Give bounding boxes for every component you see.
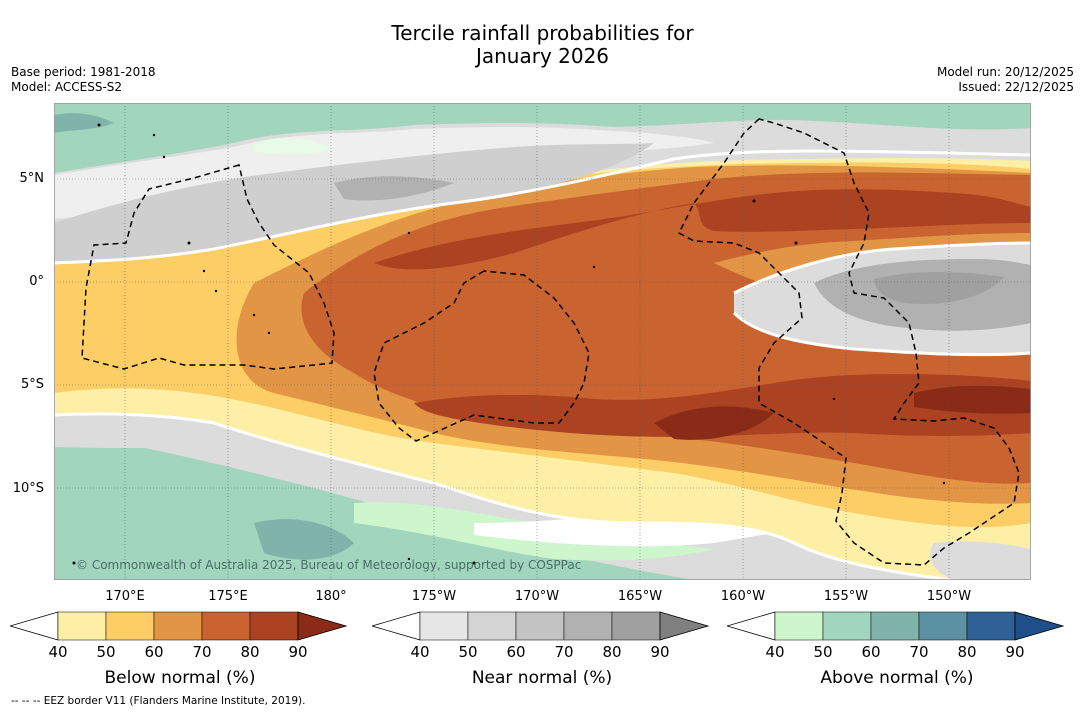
near-normal-south bbox=[54, 420, 234, 449]
below-normal-90plus-east bbox=[914, 385, 1031, 414]
colorbar-extend-low bbox=[10, 611, 59, 641]
colorbar-tick-label: 70 bbox=[554, 643, 574, 661]
title-line-1: Tercile rainfall probabilities for bbox=[391, 21, 694, 45]
colorbar-segment bbox=[467, 611, 517, 641]
lat-label-5n: 5°N bbox=[19, 171, 45, 186]
title-line-2: January 2026 bbox=[475, 44, 610, 68]
copyright-text: © Commonwealth of Australia 2025, Bureau… bbox=[76, 558, 582, 572]
colorbar-tick-label: 90 bbox=[1005, 643, 1025, 661]
colorbar-extend-high bbox=[297, 611, 348, 641]
below-normal-80-90-south bbox=[414, 373, 1031, 437]
colorbar-segment bbox=[918, 611, 968, 641]
lon-label-170e: 170°E bbox=[105, 589, 145, 604]
colorbar-near-normal bbox=[372, 611, 710, 641]
colorbar-segment bbox=[611, 611, 661, 641]
graticule bbox=[54, 103, 1031, 580]
chart-title: Tercile rainfall probabilities for Janua… bbox=[0, 22, 1085, 68]
colorbar-segment bbox=[153, 611, 203, 641]
colorbar-title-near: Near normal (%) bbox=[471, 668, 613, 688]
above-normal-south-dark bbox=[254, 519, 354, 560]
colorbar-tick-label: 40 bbox=[48, 643, 68, 661]
lon-label-155w: 155°W bbox=[823, 589, 869, 604]
colorbar-tick-label: 40 bbox=[765, 643, 785, 661]
colorbar-tick-label: 80 bbox=[240, 643, 260, 661]
colorbar-tick-label: 80 bbox=[957, 643, 977, 661]
lon-label-180: 180° bbox=[315, 589, 347, 604]
colorbar-above-normal bbox=[727, 611, 1065, 641]
model-name: Model: ACCESS-S2 bbox=[11, 80, 123, 94]
colorbar-title-above: Above normal (%) bbox=[820, 668, 974, 688]
colorbar-tick-label: 50 bbox=[458, 643, 478, 661]
eez-borders bbox=[81, 118, 1020, 566]
colorbar-segment bbox=[419, 611, 469, 641]
colorbar-title-below: Below normal (%) bbox=[104, 668, 256, 688]
issued-date: Issued: 22/12/2025 bbox=[958, 80, 1074, 94]
colorbar-segment bbox=[249, 611, 299, 641]
lon-label-175w: 175°W bbox=[411, 589, 457, 604]
colorbar-tick-label: 60 bbox=[506, 643, 526, 661]
above-normal-north bbox=[54, 103, 1031, 173]
meta-right: Model run: 20/12/2025 Issued: 22/12/2025 bbox=[937, 65, 1074, 95]
colorbar-segment bbox=[563, 611, 613, 641]
map-canvas bbox=[54, 103, 1031, 580]
lon-label-175e: 175°E bbox=[208, 589, 248, 604]
colorbar-segment bbox=[774, 611, 824, 641]
near-normal-west bbox=[54, 143, 654, 263]
lat-label-0: 0° bbox=[29, 274, 44, 289]
colorbar-segment bbox=[966, 611, 1016, 641]
colorbar-segment bbox=[515, 611, 565, 641]
eez-legend-note: -- -- -- EEZ border V11 (Flanders Marine… bbox=[11, 695, 306, 707]
lon-label-150w: 150°W bbox=[926, 589, 972, 604]
white-outline-west bbox=[54, 149, 1031, 265]
colorbar-tick-label: 60 bbox=[144, 643, 164, 661]
near-normal-east-darker bbox=[874, 272, 1004, 304]
islands bbox=[72, 123, 946, 565]
colorbar-tick-label: 50 bbox=[813, 643, 833, 661]
colorbar-segment bbox=[201, 611, 251, 641]
colorbar-tick-label: 70 bbox=[909, 643, 929, 661]
colorbar-segment bbox=[105, 611, 155, 641]
near-normal-west-dark bbox=[334, 176, 454, 201]
base-period: Base period: 1981-2018 bbox=[11, 65, 156, 79]
below-normal-90plus bbox=[654, 406, 774, 440]
colorbar-tick-label: 90 bbox=[650, 643, 670, 661]
rainfall-map: © Commonwealth of Australia 2025, Bureau… bbox=[54, 103, 1031, 580]
white-outline-east bbox=[732, 241, 1031, 357]
colorbar-tick-label: 60 bbox=[861, 643, 881, 661]
colorbar-below-normal bbox=[10, 611, 348, 641]
lon-label-165w: 165°W bbox=[617, 589, 663, 604]
colorbar-tick-label: 50 bbox=[96, 643, 116, 661]
colorbar-tick-label: 90 bbox=[288, 643, 308, 661]
above-normal-north-dark bbox=[54, 113, 114, 133]
lat-label-10s: 10°S bbox=[12, 481, 44, 496]
lon-label-160w: 160°W bbox=[720, 589, 766, 604]
colorbar-segment bbox=[870, 611, 920, 641]
meta-left: Base period: 1981-2018 Model: ACCESS-S2 bbox=[11, 65, 156, 95]
colorbar-extend-high bbox=[1014, 611, 1065, 641]
colorbar-extend-low bbox=[372, 611, 421, 641]
colorbar-tick-label: 80 bbox=[602, 643, 622, 661]
lat-label-5s: 5°S bbox=[20, 377, 44, 392]
colorbar-segment bbox=[822, 611, 872, 641]
colorbar-tick-label: 40 bbox=[410, 643, 430, 661]
white-outline-south bbox=[54, 412, 955, 580]
near-normal-southeast bbox=[930, 541, 1031, 580]
colorbar-segment bbox=[57, 611, 107, 641]
lon-label-170w: 170°W bbox=[514, 589, 560, 604]
colorbar-tick-label: 70 bbox=[192, 643, 212, 661]
map-frame bbox=[54, 103, 1031, 580]
colorbar-extend-high bbox=[659, 611, 710, 641]
colorbar-extend-low bbox=[727, 611, 776, 641]
model-run: Model run: 20/12/2025 bbox=[936, 65, 1074, 79]
